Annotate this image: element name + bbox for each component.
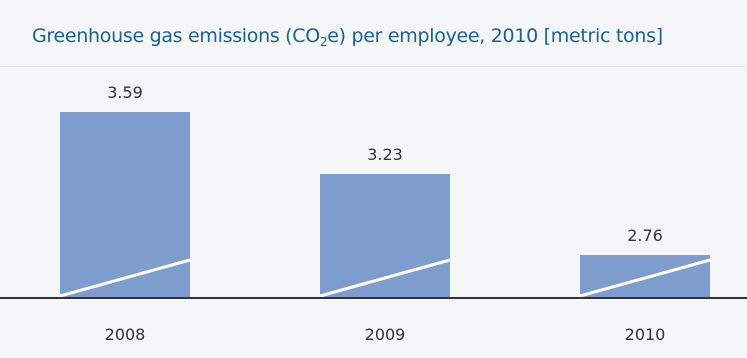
axis-break-slash [579, 258, 711, 298]
bar-2008 [60, 112, 190, 298]
category-label-2008: 2008 [105, 325, 146, 344]
category-label-2010: 2010 [625, 325, 666, 344]
category-label-2009: 2009 [365, 325, 406, 344]
chart-title: Greenhouse gas emissions (CO2e) per empl… [32, 25, 663, 49]
value-label-2008: 3.59 [107, 83, 143, 102]
value-label-2009: 3.23 [367, 145, 403, 164]
axis-break-slash [59, 258, 191, 298]
axis-break-slash [319, 258, 451, 298]
value-label-2010: 2.76 [627, 226, 663, 245]
labels-layer: 3.59 2008 3.23 2009 2.76 2010 [105, 83, 666, 344]
title-divider [0, 66, 747, 67]
bars-layer [59, 112, 711, 298]
